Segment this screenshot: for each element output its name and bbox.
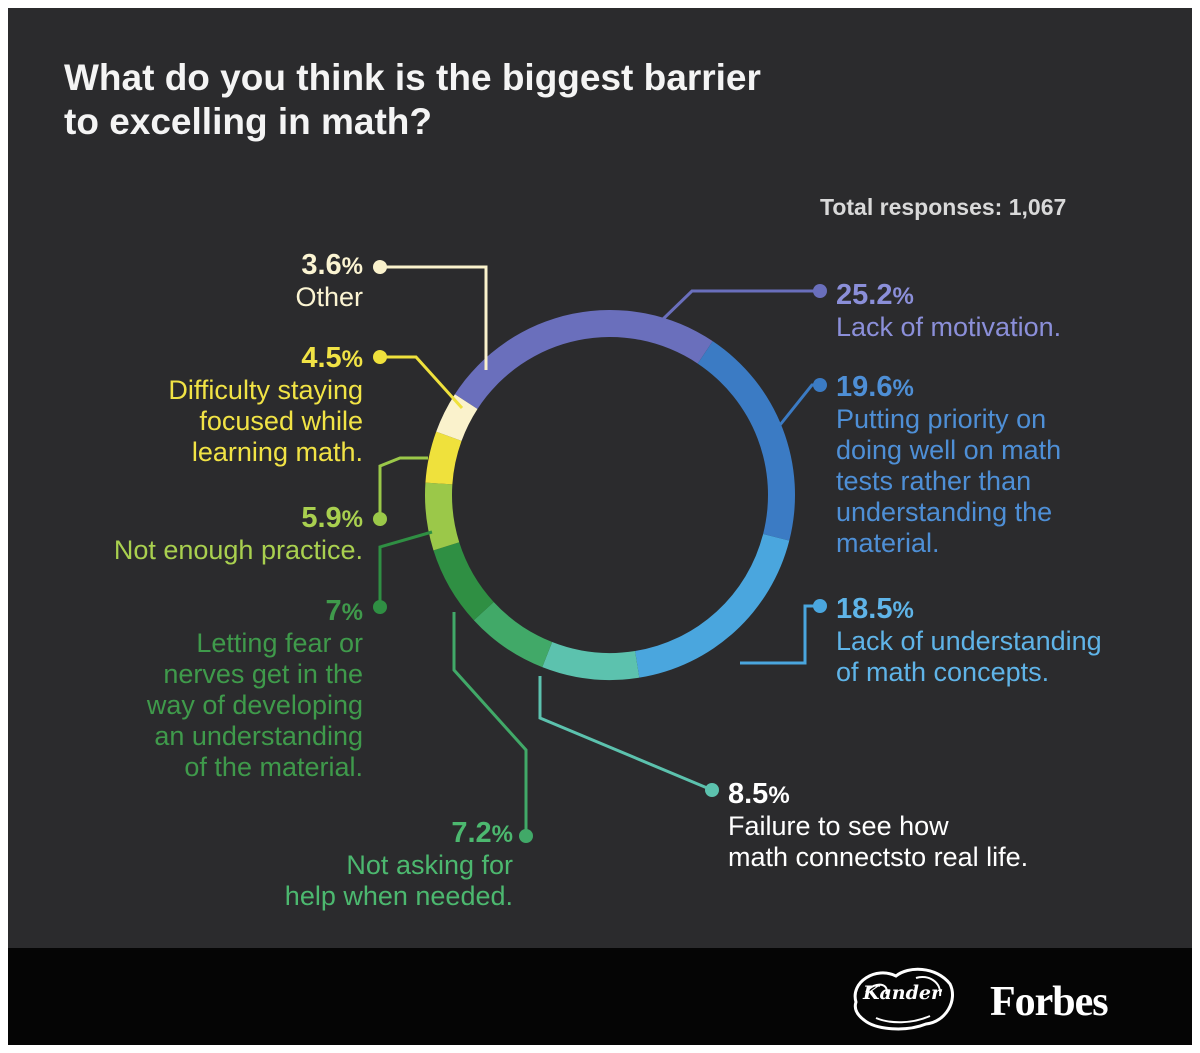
slice-label-0: 25.2% Lack of motivation. xyxy=(836,280,1156,343)
slice-percent-1: 19.6% xyxy=(836,372,1156,404)
slice-label-line: Putting priority on xyxy=(836,404,1047,434)
slice-label-3: 8.5% Failure to see how math connectsto re… xyxy=(728,779,1128,873)
donut-slice-3 xyxy=(542,642,640,680)
percent-sign: % xyxy=(491,821,513,848)
slice-percent-4: 7.2% xyxy=(200,818,513,850)
slice-label-line: Failure to see how xyxy=(728,811,949,841)
leader-line-1 xyxy=(778,383,820,426)
percent-sign: % xyxy=(341,506,363,533)
leader-dot-6 xyxy=(373,512,387,526)
leader-line-3 xyxy=(538,676,713,792)
slice-label-1: 19.6% Putting priority on doing well on ma… xyxy=(836,372,1156,559)
slice-label-line: tests rather than xyxy=(836,466,1032,496)
percent-sign: % xyxy=(768,782,790,809)
slice-label-line: Letting fear or xyxy=(196,628,363,658)
slice-percent-value-5: 7 xyxy=(325,595,342,627)
leader-dot-2 xyxy=(813,599,827,613)
slice-label-line: way of developing xyxy=(146,690,363,720)
slice-percent-8: 3.6% xyxy=(160,250,363,282)
leader-dot-4 xyxy=(519,829,533,843)
donut-slice-8 xyxy=(436,394,478,441)
slice-label-line: nerves get in the xyxy=(163,659,363,689)
slice-label-line: material. xyxy=(836,528,940,558)
leader-dot-7 xyxy=(373,350,387,364)
donut-slice-5 xyxy=(433,542,494,621)
slice-percent-6: 5.9% xyxy=(30,503,363,535)
donut-slice-1 xyxy=(697,341,795,541)
slice-label-line: Lack of understanding xyxy=(836,626,1102,656)
percent-sign: % xyxy=(892,375,914,402)
slice-percent-value-7: 4.5 xyxy=(301,342,342,374)
donut-slice-0 xyxy=(454,310,713,409)
leader-dot-5 xyxy=(373,600,387,614)
leader-line-7 xyxy=(380,355,464,410)
leader-line-0 xyxy=(658,289,820,324)
chart-panel xyxy=(8,8,1192,948)
percent-sign: % xyxy=(892,597,914,624)
kander-logo-icon xyxy=(853,967,954,1031)
leader-line-6 xyxy=(378,456,428,519)
percent-sign: % xyxy=(341,346,363,373)
slice-label-line: Not asking for xyxy=(346,850,513,880)
kander-logo-text: Kander xyxy=(862,982,942,1004)
donut-slice-7 xyxy=(425,431,462,485)
leader-line-2 xyxy=(740,604,820,665)
slice-percent-value-4: 7.2 xyxy=(451,817,492,849)
slice-percent-2: 18.5% xyxy=(836,594,1166,626)
slice-label-line: Other xyxy=(295,282,363,312)
slice-label-line: Not enough practice. xyxy=(113,535,363,565)
chart-title: What do you think is the biggest barrier… xyxy=(64,56,964,144)
slice-label-line: doing well on math xyxy=(836,435,1062,465)
forbes-logo: Forbes xyxy=(990,979,1109,1025)
slice-label-line: Lack of motivation. xyxy=(836,312,1062,342)
slice-label-line: of the material. xyxy=(184,752,363,782)
slice-percent-value-3: 8.5 xyxy=(728,778,769,810)
slice-label-6: 5.9% Not enough practice. xyxy=(30,503,363,566)
slice-percent-value-6: 5.9 xyxy=(301,502,342,534)
leader-dot-3 xyxy=(705,783,719,797)
slice-label-2: 18.5% Lack of understanding of math concep… xyxy=(836,594,1166,688)
slice-label-line: of math concepts. xyxy=(836,657,1050,687)
slice-label-line: learning math. xyxy=(191,437,363,467)
leader-dot-1 xyxy=(813,378,827,392)
slice-percent-0: 25.2% xyxy=(836,280,1156,312)
slice-label-line: math connectsto real life. xyxy=(728,842,1029,872)
slice-label-7: 4.5% Difficulty staying focused while learn… xyxy=(60,343,363,468)
slice-percent-5: 7% xyxy=(40,596,363,628)
slice-percent-value-0: 25.2 xyxy=(836,279,893,311)
leader-dot-0 xyxy=(813,284,827,298)
slice-percent-3: 8.5% xyxy=(728,779,1128,811)
slice-label-line: Difficulty staying xyxy=(168,375,363,405)
percent-sign: % xyxy=(341,599,363,626)
slice-label-line: help when needed. xyxy=(284,881,513,911)
percent-sign: % xyxy=(892,283,914,310)
slice-label-8: 3.6% Other xyxy=(160,250,363,313)
slice-label-line: focused while xyxy=(199,406,363,436)
slice-percent-value-2: 18.5 xyxy=(836,593,893,625)
slice-percent-value-8: 3.6 xyxy=(301,249,342,281)
slice-label-4: 7.2% Not asking for help when needed. xyxy=(200,818,513,912)
leader-line-8 xyxy=(380,265,488,370)
donut-slice-4 xyxy=(473,601,553,668)
slice-percent-7: 4.5% xyxy=(60,343,363,375)
slice-label-line: an understanding xyxy=(154,721,363,751)
leader-line-4 xyxy=(452,612,528,836)
footer-bar xyxy=(8,948,1192,1045)
title-line-1: What do you think is the biggest barrier xyxy=(64,57,761,98)
leader-dot-8 xyxy=(373,260,387,274)
leader-line-5 xyxy=(378,530,433,607)
total-responses: Total responses: 1,067 xyxy=(820,194,1067,220)
donut-slice-6 xyxy=(425,482,460,551)
percent-sign: % xyxy=(341,253,363,280)
slice-label-5: 7% Letting fear or nerves get in the way of… xyxy=(40,596,363,783)
slice-label-line: understanding the xyxy=(836,497,1053,527)
donut-slice-2 xyxy=(635,533,790,678)
title-line-2: to excelling in math? xyxy=(64,101,432,142)
slice-percent-value-1: 19.6 xyxy=(836,371,893,403)
